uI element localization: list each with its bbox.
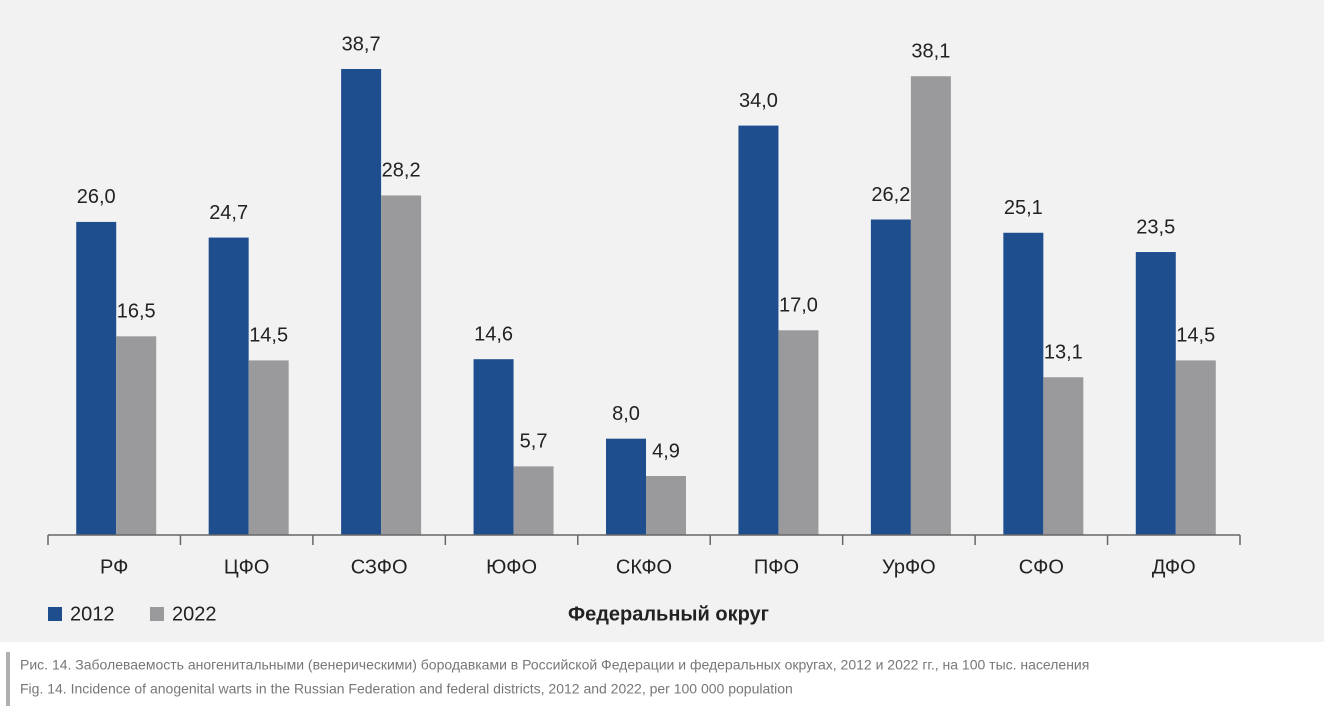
legend-label: 2012: [70, 603, 115, 625]
bar: [208, 237, 249, 536]
data-label: 38,1: [911, 41, 950, 63]
bar: [646, 475, 686, 535]
x-tick-label: ДФО: [1152, 556, 1196, 578]
data-label: 26,0: [77, 186, 116, 208]
bar: [248, 360, 289, 535]
bar: [473, 359, 514, 535]
bar: [1135, 252, 1176, 535]
legend-label: 2022: [172, 603, 217, 625]
data-label: 5,7: [520, 431, 548, 453]
caption-bar: [6, 652, 10, 706]
bar: [381, 195, 422, 535]
data-label: 16,5: [117, 301, 156, 323]
data-label: 8,0: [612, 403, 640, 425]
x-tick-label: РФ: [100, 556, 128, 578]
bar: [778, 330, 819, 535]
data-label: 38,7: [342, 33, 381, 55]
data-label: 24,7: [209, 202, 248, 224]
bar: [116, 336, 157, 535]
bar: [76, 221, 117, 536]
x-tick-label: УрФО: [882, 556, 936, 578]
bar: [738, 125, 779, 536]
data-label: 34,0: [739, 90, 778, 112]
x-tick-label: СКФО: [616, 556, 672, 578]
data-label: 14,5: [1176, 325, 1215, 347]
bar: [606, 438, 646, 535]
chart-background: [0, 0, 1324, 642]
bar: [1003, 232, 1044, 535]
data-label: 26,2: [871, 184, 910, 206]
data-label: 14,5: [249, 325, 288, 347]
x-tick-label: СЗФО: [351, 556, 408, 578]
bar: [870, 219, 911, 536]
x-tick-label: ЦФО: [224, 556, 270, 578]
x-tick-label: СФО: [1019, 556, 1064, 578]
bar: [1175, 360, 1216, 535]
data-label: 23,5: [1136, 216, 1175, 238]
data-label: 14,6: [474, 323, 513, 345]
bar: [341, 69, 382, 535]
data-label: 28,2: [382, 160, 421, 182]
data-label: 13,1: [1044, 342, 1083, 364]
x-axis-title: Федеральный округ: [568, 603, 769, 625]
legend-swatch: [48, 607, 62, 621]
bar: [1043, 377, 1084, 535]
x-tick-label: ЮФО: [486, 556, 537, 578]
legend-swatch: [150, 607, 164, 621]
data-label: 17,0: [779, 295, 818, 317]
caption-line: Рис. 14. Заболеваемость аногенитальными …: [20, 657, 1089, 673]
bar: [513, 466, 554, 535]
caption-line: Fig. 14. Incidence of anogenital warts i…: [20, 681, 793, 697]
bar: [910, 76, 951, 536]
x-tick-label: ПФО: [754, 556, 799, 578]
data-label: 25,1: [1004, 197, 1043, 219]
data-label: 4,9: [652, 440, 680, 462]
